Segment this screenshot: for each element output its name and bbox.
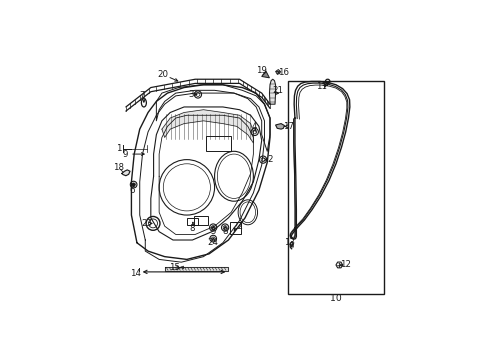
Text: 22: 22 — [232, 222, 243, 231]
Text: 24: 24 — [207, 238, 218, 247]
Bar — [193, 216, 207, 225]
Bar — [206, 136, 231, 151]
Text: 4: 4 — [251, 122, 256, 131]
Polygon shape — [269, 79, 275, 104]
Polygon shape — [164, 267, 228, 270]
Text: 18: 18 — [112, 163, 123, 172]
Text: 11: 11 — [315, 82, 326, 91]
Polygon shape — [290, 242, 292, 249]
Polygon shape — [275, 69, 280, 74]
Polygon shape — [261, 71, 269, 78]
Text: 20: 20 — [158, 70, 168, 79]
Bar — [287, 81, 383, 294]
Text: 2: 2 — [267, 155, 273, 164]
Polygon shape — [180, 266, 183, 269]
Polygon shape — [275, 123, 284, 129]
Text: 8: 8 — [189, 224, 195, 233]
Text: 23: 23 — [141, 219, 152, 228]
Bar — [187, 217, 198, 225]
Text: 6: 6 — [129, 186, 135, 195]
Text: 1: 1 — [116, 144, 121, 153]
Text: 7: 7 — [140, 91, 145, 100]
Bar — [229, 222, 241, 234]
Text: 12: 12 — [340, 261, 351, 269]
Text: 8: 8 — [222, 227, 227, 236]
Text: 21: 21 — [272, 86, 283, 95]
Text: 16: 16 — [277, 68, 288, 77]
Text: 14: 14 — [129, 269, 140, 278]
Text: 17: 17 — [282, 122, 293, 131]
Text: 19: 19 — [255, 66, 266, 75]
Circle shape — [132, 183, 135, 186]
Polygon shape — [122, 170, 130, 176]
Text: 9: 9 — [122, 150, 128, 158]
Text: 13: 13 — [284, 238, 295, 247]
Text: 10: 10 — [329, 294, 341, 303]
Polygon shape — [162, 110, 253, 143]
Text: 15: 15 — [168, 263, 179, 272]
Text: 3: 3 — [188, 90, 194, 99]
Text: 5: 5 — [210, 227, 216, 236]
